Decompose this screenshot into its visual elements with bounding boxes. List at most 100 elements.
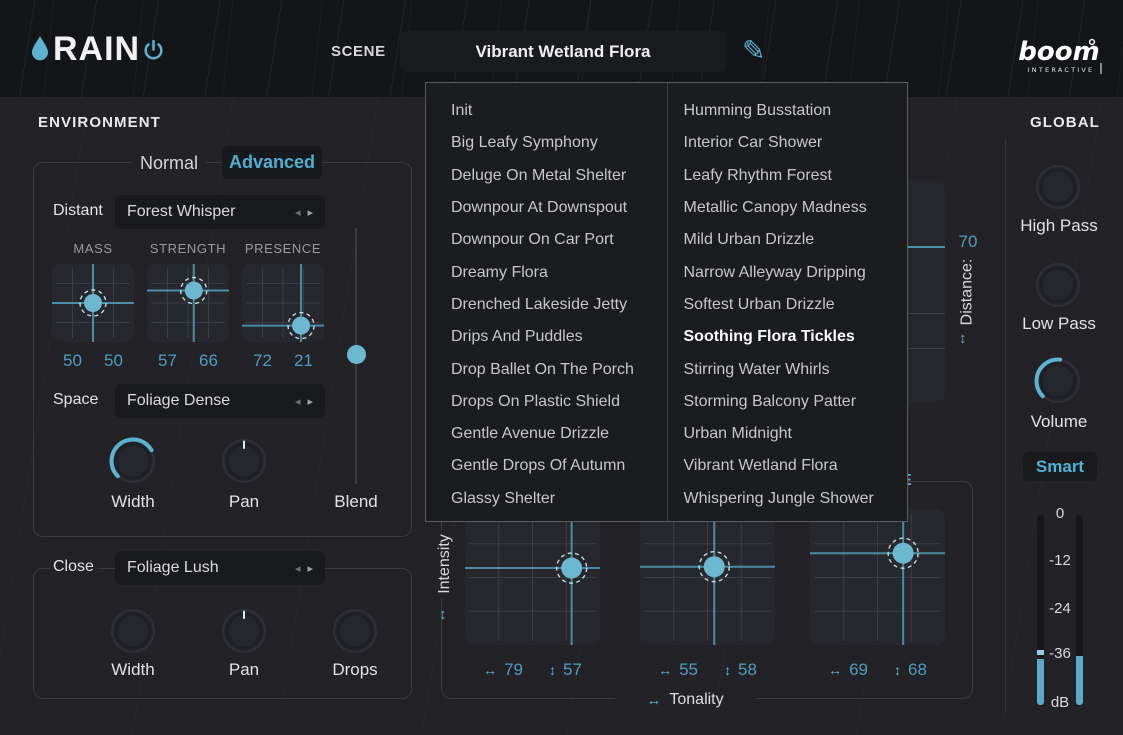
- scene-menu-item[interactable]: Vibrant Wetland Flora: [683, 457, 838, 475]
- close-pan-label: Pan: [228, 660, 260, 679]
- power-icon[interactable]: [141, 38, 166, 68]
- scene-menu-item[interactable]: Gentle Avenue Drizzle: [451, 425, 610, 443]
- shape-xy-pad-3[interactable]: [810, 510, 945, 645]
- scene-menu-item[interactable]: Metallic Canopy Madness: [683, 199, 867, 217]
- prev-arrow-icon[interactable]: ◂: [294, 206, 301, 219]
- close-value: Foliage Lush: [127, 559, 219, 576]
- high-pass-label: High Pass: [1020, 216, 1098, 235]
- scene-menu-item[interactable]: Interior Car Shower: [683, 134, 823, 152]
- distant-select[interactable]: Forest Whisper ◂ ▸: [115, 195, 325, 229]
- meter-right-fill: [1076, 656, 1083, 705]
- app-title: RAIN: [53, 30, 141, 68]
- distant-width-knob[interactable]: [109, 437, 157, 485]
- close-select[interactable]: Foliage Lush ◂ ▸: [115, 551, 325, 585]
- close-drops-knob[interactable]: [331, 607, 379, 655]
- next-arrow-icon[interactable]: ▸: [307, 206, 313, 219]
- tab-advanced[interactable]: Advanced: [222, 146, 322, 179]
- scene-menu-item[interactable]: Urban Midnight: [683, 425, 793, 443]
- svg-text:INTERACTIVE: INTERACTIVE: [1028, 66, 1095, 74]
- tab-normal[interactable]: Normal: [132, 149, 206, 177]
- scene-menu-item[interactable]: Narrow Alleyway Dripping: [683, 263, 866, 281]
- low-pass-label: Low Pass: [1022, 314, 1096, 333]
- meter-tick-label: 0: [1055, 505, 1065, 522]
- tonality-label: Tonality: [669, 691, 724, 708]
- scene-menu-item[interactable]: Drenched Lakeside Jetty: [451, 295, 628, 313]
- scene-dropdown-menu: Init Big Leafy Symphony Deluge On Metal Sh…: [425, 82, 908, 522]
- intensity-value: 58: [738, 660, 757, 679]
- scene-menu-item[interactable]: Mild Urban Drizzle: [683, 231, 815, 249]
- close-pan-knob[interactable]: [220, 607, 268, 655]
- smart-button[interactable]: Smart: [1023, 452, 1097, 481]
- close-width-knob[interactable]: [109, 607, 157, 655]
- meter-tick-label: -36: [1049, 645, 1071, 662]
- distant-value: Forest Whisper: [127, 203, 236, 220]
- mass-y-value: 50: [104, 351, 123, 370]
- low-pass-knob[interactable]: [1034, 261, 1082, 309]
- distant-pan-knob[interactable]: [220, 437, 268, 485]
- shape-xy-pad-1[interactable]: [465, 510, 600, 645]
- intensity-value: 68: [908, 660, 927, 679]
- edit-scene-pencil-icon[interactable]: ✎: [742, 35, 766, 66]
- scene-menu-item[interactable]: Downpour At Downspout: [451, 199, 628, 217]
- scene-menu-item[interactable]: Softest Urban Drizzle: [683, 295, 835, 313]
- scene-menu-item[interactable]: Leafy Rhythm Forest: [683, 166, 833, 184]
- meter-tick-label: -24: [1049, 600, 1071, 617]
- scene-name: Vibrant Wetland Flora: [475, 41, 651, 61]
- next-arrow-icon[interactable]: ▸: [307, 395, 313, 408]
- presence-x-value: 72: [253, 351, 272, 370]
- shape-pad-3-values: ↔ 69 ↕ 68: [810, 660, 945, 680]
- scene-menu-item[interactable]: Humming Busstation: [683, 102, 832, 120]
- presence-xy-pad[interactable]: [242, 264, 324, 342]
- shape-xy-pad-2[interactable]: [640, 510, 775, 645]
- scene-menu-item[interactable]: Downpour On Car Port: [451, 231, 614, 249]
- next-arrow-icon[interactable]: ▸: [307, 562, 313, 575]
- mass-xy-pad[interactable]: [52, 264, 134, 342]
- vertical-arrows-icon: ↕: [549, 662, 556, 678]
- horizontal-arrows-icon: ↔: [646, 691, 662, 709]
- scene-menu-item[interactable]: Dreamy Flora: [451, 263, 548, 281]
- volume-knob[interactable]: [1034, 357, 1082, 405]
- scene-menu-item[interactable]: Init: [451, 102, 473, 120]
- high-pass-knob[interactable]: [1034, 163, 1082, 211]
- distance-axis: Distance:: [954, 252, 980, 332]
- intensity-value: 57: [563, 660, 582, 679]
- scene-menu-item[interactable]: Gentle Drops Of Autumn: [451, 457, 626, 475]
- global-title: GLOBAL: [1030, 114, 1100, 131]
- meter-tick-label: -12: [1049, 552, 1071, 569]
- distant-width-label: Width: [111, 492, 155, 511]
- scene-menu-item[interactable]: Drop Ballet On The Porch: [451, 360, 634, 378]
- scene-menu-item[interactable]: Drips And Puddles: [451, 328, 583, 346]
- scene-menu-item[interactable]: Storming Balcony Patter: [683, 392, 857, 410]
- vertical-arrows-icon: ↕: [959, 330, 967, 347]
- scene-menu-item[interactable]: Stirring Water Whirls: [683, 360, 830, 378]
- scene-menu-item[interactable]: Drops On Plastic Shield: [451, 392, 620, 410]
- prev-arrow-icon[interactable]: ◂: [294, 562, 301, 575]
- distant-label: Distant: [50, 202, 106, 220]
- scene-menu-item[interactable]: Big Leafy Symphony: [451, 134, 598, 152]
- scene-menu-item[interactable]: Glassy Shelter: [451, 489, 556, 507]
- distant-pan-label: Pan: [228, 492, 260, 511]
- presence-y-value: 21: [294, 351, 313, 370]
- meter-left-fill: [1037, 659, 1044, 705]
- scene-menu-item[interactable]: Deluge On Metal Shelter: [451, 166, 627, 184]
- boom-interactive-logo: boom INTERACTIVE: [1015, 33, 1107, 84]
- prev-arrow-icon[interactable]: ◂: [294, 395, 301, 408]
- strength-xy-pad[interactable]: [147, 264, 229, 342]
- scene-selector-button[interactable]: Vibrant Wetland Flora: [400, 31, 726, 72]
- strength-y-value: 66: [199, 351, 218, 370]
- volume-label: Volume: [1030, 412, 1088, 431]
- space-select[interactable]: Foliage Dense ◂ ▸: [115, 384, 325, 418]
- svg-text:boom: boom: [1018, 37, 1099, 67]
- tonality-axis: ↔ Tonality: [615, 691, 755, 709]
- close-drops-label: Drops: [332, 660, 378, 679]
- top-bar: RAIN SCENE Vibrant Wetland Flora ✎ boom …: [0, 0, 1123, 97]
- scene-menu-item[interactable]: Whispering Jungle Shower: [683, 489, 874, 507]
- presence-label: PRESENCE: [244, 241, 322, 256]
- strength-x-value: 57: [158, 351, 177, 370]
- scene-menu-item[interactable]: Soothing Flora Tickles: [683, 328, 855, 346]
- blend-slider-handle[interactable]: [347, 345, 366, 364]
- tonality-value: 79: [504, 660, 523, 679]
- tonality-value: 69: [849, 660, 868, 679]
- water-drop-icon: [30, 35, 50, 67]
